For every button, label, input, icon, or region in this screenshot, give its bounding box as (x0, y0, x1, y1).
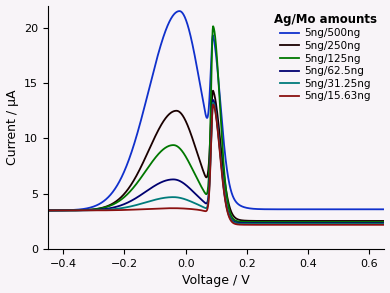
5ng/250ng (46, 209, 50, 212)
5ng/125ng (104, 205, 109, 209)
5ng/250ng (382, 219, 387, 223)
5ng/125ng (382, 220, 387, 224)
5ng/250ng (339, 219, 344, 223)
Y-axis label: Current / μA: Current / μA (5, 90, 19, 165)
5ng/31.25ng (46, 209, 50, 212)
5ng/500ng (104, 197, 109, 201)
5ng/31.25ng (376, 222, 380, 226)
5ng/31.25ng (104, 208, 109, 212)
5ng/62.5ng (382, 222, 386, 225)
Line: 5ng/500ng: 5ng/500ng (48, 11, 385, 210)
5ng/500ng (339, 207, 344, 211)
5ng/125ng (46, 209, 50, 212)
5ng/62.5ng (175, 178, 179, 182)
5ng/62.5ng (46, 209, 50, 212)
Line: 5ng/250ng: 5ng/250ng (48, 91, 385, 221)
5ng/15.63ng (376, 223, 380, 226)
Line: 5ng/62.5ng: 5ng/62.5ng (48, 100, 385, 223)
5ng/62.5ng (211, 98, 215, 102)
5ng/500ng (84, 207, 89, 210)
Line: 5ng/31.25ng: 5ng/31.25ng (48, 103, 385, 224)
5ng/31.25ng (382, 222, 386, 226)
5ng/500ng (177, 9, 182, 13)
5ng/62.5ng (104, 207, 109, 211)
5ng/31.25ng (339, 222, 344, 226)
5ng/250ng (84, 208, 89, 212)
5ng/62.5ng (84, 208, 89, 212)
5ng/125ng (211, 25, 215, 28)
5ng/15.63ng (104, 209, 109, 212)
X-axis label: Voltage / V: Voltage / V (183, 275, 250, 287)
5ng/62.5ng (189, 188, 194, 192)
5ng/31.25ng (382, 222, 387, 226)
5ng/15.63ng (382, 223, 387, 226)
5ng/62.5ng (376, 222, 380, 225)
5ng/125ng (382, 220, 386, 224)
5ng/250ng (189, 134, 194, 138)
5ng/31.25ng (211, 101, 215, 104)
5ng/31.25ng (189, 200, 194, 204)
5ng/125ng (175, 144, 179, 148)
5ng/15.63ng (211, 103, 215, 106)
5ng/31.25ng (84, 209, 89, 212)
5ng/125ng (189, 166, 194, 169)
5ng/500ng (376, 207, 380, 211)
5ng/125ng (339, 220, 344, 224)
5ng/15.63ng (84, 209, 89, 212)
5ng/15.63ng (189, 207, 194, 211)
5ng/500ng (46, 209, 50, 212)
5ng/500ng (175, 10, 179, 13)
Legend: 5ng/500ng, 5ng/250ng, 5ng/125ng, 5ng/62.5ng, 5ng/31.25ng, 5ng/15.63ng: 5ng/500ng, 5ng/250ng, 5ng/125ng, 5ng/62.… (272, 11, 379, 103)
5ng/125ng (376, 220, 380, 224)
5ng/250ng (376, 219, 380, 223)
5ng/62.5ng (382, 222, 387, 225)
5ng/250ng (382, 219, 386, 223)
Line: 5ng/15.63ng: 5ng/15.63ng (48, 105, 385, 225)
5ng/500ng (190, 39, 194, 43)
5ng/15.63ng (46, 209, 50, 212)
5ng/15.63ng (175, 207, 179, 210)
5ng/500ng (382, 207, 387, 211)
5ng/15.63ng (382, 223, 386, 226)
5ng/125ng (84, 208, 89, 212)
5ng/31.25ng (175, 196, 179, 199)
5ng/250ng (104, 205, 109, 208)
5ng/15.63ng (339, 223, 344, 226)
5ng/250ng (175, 109, 179, 113)
5ng/250ng (211, 89, 215, 92)
5ng/62.5ng (339, 222, 344, 225)
Line: 5ng/125ng: 5ng/125ng (48, 26, 385, 222)
